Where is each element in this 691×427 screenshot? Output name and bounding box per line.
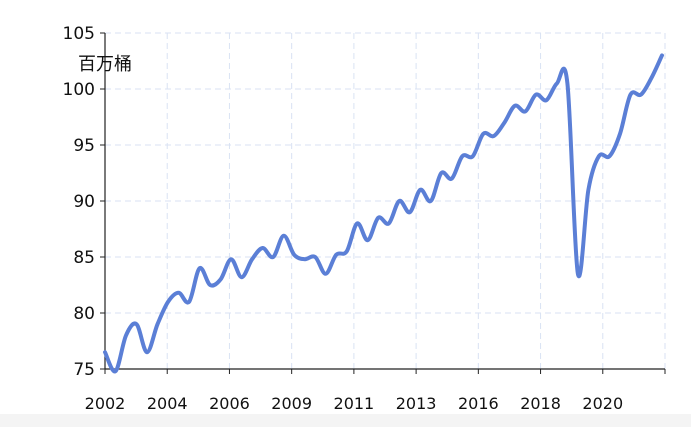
x-tick-label: 2004 <box>147 394 188 413</box>
x-tick-labels: 2002 2004 2006 2009 2011 2013 2016 2018 2020 <box>85 394 623 413</box>
grid-lines <box>100 32 666 374</box>
axes <box>104 33 665 370</box>
x-tick-label: 2006 <box>209 394 250 413</box>
y-tick-label: 100 <box>63 80 95 100</box>
x-tick-label: 2016 <box>458 394 499 413</box>
bottom-strip <box>0 414 691 427</box>
x-tick-label: 2009 <box>271 394 312 413</box>
y-tick-label: 75 <box>73 360 95 380</box>
x-tick-label: 2020 <box>582 394 623 413</box>
y-tick-label: 90 <box>73 192 95 212</box>
y-tick-label: 80 <box>73 304 95 324</box>
x-tick-label: 2011 <box>334 394 375 413</box>
y-tick-labels: 75 80 85 90 95 100 105 <box>63 24 95 380</box>
x-tick-label: 2018 <box>520 394 561 413</box>
x-tick-label: 2013 <box>396 394 437 413</box>
y-tick-label: 85 <box>73 248 95 268</box>
y-axis-unit-label: 百万桶 <box>78 54 132 75</box>
y-tick-label: 95 <box>73 136 95 156</box>
x-tick-label: 2002 <box>85 394 126 413</box>
y-tick-label: 105 <box>63 24 95 44</box>
series-line <box>103 53 664 374</box>
